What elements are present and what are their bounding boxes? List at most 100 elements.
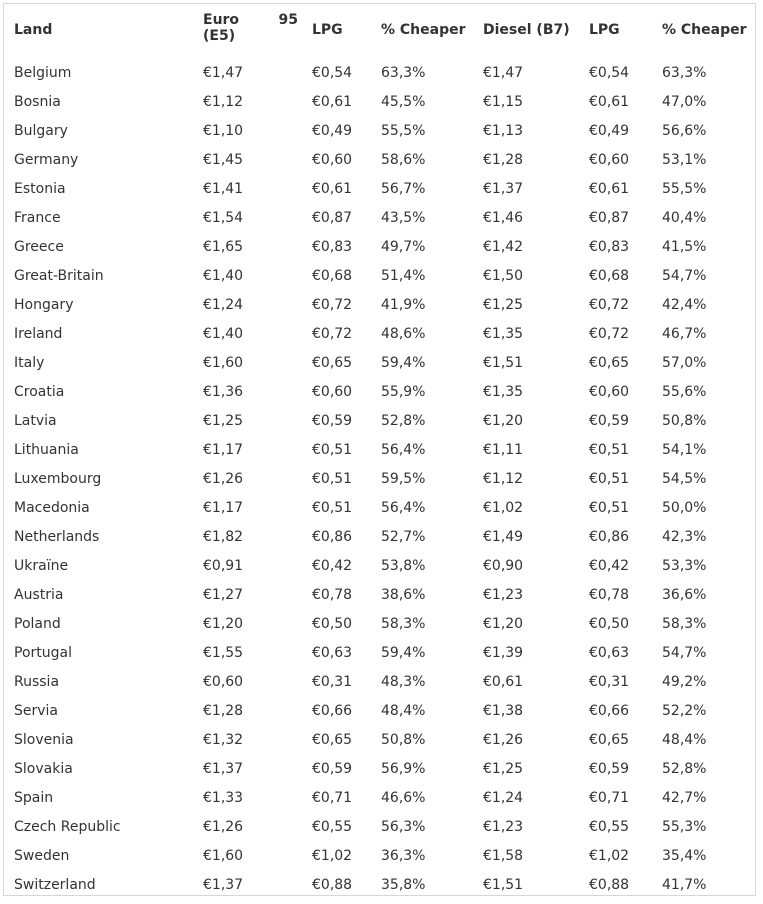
cell-euro95-price: €1,60 [203,354,244,371]
table-row: Germany €1,45 €0,60 58,6% €1,28 €0,60 53,1% [4,145,756,174]
cell-euro95-price: €0,60 [203,673,244,690]
cell-land: France [14,209,61,226]
cell-lpg-price-2: €0,54 [589,64,630,81]
cell-lpg-price-2: €0,72 [589,296,630,313]
cell-diesel-price: €1,50 [483,267,524,284]
cell-cheaper-pct-1: 52,8% [381,412,426,429]
fuel-price-table: Land Euro 95 (E5) LPG % Cheaper Diesel (… [4,4,756,899]
cell-euro95-price: €1,41 [203,180,244,197]
header-euro95-grade: (E5) [203,28,236,44]
cell-euro95-price: €1,40 [203,325,244,342]
cell-lpg-price-1: €0,71 [312,789,353,806]
cell-land: Switzerland [14,876,96,893]
cell-cheaper-pct-1: 36,3% [381,847,426,864]
cell-lpg-price-2: €0,51 [589,499,630,516]
table-row: Russia €0,60 €0,31 48,3% €0,61 €0,31 49,2% [4,667,756,696]
cell-diesel-price: €1,37 [483,180,524,197]
cell-land: Sweden [14,847,70,864]
cell-land: Estonia [14,180,66,197]
cell-euro95-price: €1,54 [203,209,244,226]
cell-euro95-price: €1,28 [203,702,244,719]
cell-euro95-price: €1,12 [203,93,244,110]
table-row: Sweden €1,60 €1,02 36,3% €1,58 €1,02 35,4% [4,841,756,870]
cell-lpg-price-2: €0,65 [589,354,630,371]
table-header: Land Euro 95 (E5) LPG % Cheaper Diesel (… [4,4,756,58]
table-row: Bosnia €1,12 €0,61 45,5% €1,15 €0,61 47,0% [4,87,756,116]
cell-cheaper-pct-2: 49,2% [662,673,707,690]
cell-land: Ukraïne [14,557,69,574]
cell-lpg-price-2: €0,60 [589,151,630,168]
table-row: Spain €1,33 €0,71 46,6% €1,24 €0,71 42,7% [4,783,756,812]
table-row: Ukraïne €0,91 €0,42 53,8% €0,90 €0,42 53,3% [4,551,756,580]
cell-land: Bosnia [14,93,61,110]
cell-lpg-price-2: €0,63 [589,644,630,661]
cell-cheaper-pct-2: 42,7% [662,789,707,806]
cell-cheaper-pct-2: 50,8% [662,412,707,429]
cell-cheaper-pct-2: 50,0% [662,499,707,516]
cell-cheaper-pct-1: 59,5% [381,470,426,487]
cell-land: Bulgary [14,122,68,139]
cell-land: Croatia [14,383,65,400]
header-euro95-word: Euro [203,12,240,28]
table-row: Greece €1,65 €0,83 49,7% €1,42 €0,83 41,5% [4,232,756,261]
cell-euro95-price: €1,25 [203,412,244,429]
cell-cheaper-pct-1: 63,3% [381,64,426,81]
cell-euro95-price: €1,26 [203,470,244,487]
table-row: Latvia €1,25 €0,59 52,8% €1,20 €0,59 50,8% [4,406,756,435]
cell-cheaper-pct-2: 41,7% [662,876,707,893]
cell-diesel-price: €1,35 [483,325,524,342]
cell-cheaper-pct-2: 55,6% [662,383,707,400]
cell-lpg-price-1: €0,88 [312,876,353,893]
header-euro95-number: 95 [278,12,298,28]
header-land: Land [14,22,53,38]
header-cheaper-2: % Cheaper [662,22,747,38]
cell-diesel-price: €1,13 [483,122,524,139]
cell-euro95-price: €1,17 [203,499,244,516]
cell-diesel-price: €1,23 [483,586,524,603]
cell-land: Luxembourg [14,470,102,487]
cell-land: Austria [14,586,64,603]
cell-land: Slovenia [14,731,74,748]
cell-cheaper-pct-1: 58,3% [381,615,426,632]
cell-diesel-price: €1,51 [483,354,524,371]
cell-lpg-price-1: €0,51 [312,499,353,516]
cell-cheaper-pct-2: 47,0% [662,93,707,110]
table-row: Netherlands €1,82 €0,86 52,7% €1,49 €0,86 42,3… [4,522,756,551]
cell-lpg-price-2: €0,49 [589,122,630,139]
cell-cheaper-pct-2: 53,1% [662,151,707,168]
table-row: Great-Britain €1,40 €0,68 51,4% €1,50 €0,68 54… [4,261,756,290]
cell-lpg-price-1: €0,31 [312,673,353,690]
cell-euro95-price: €1,33 [203,789,244,806]
cell-diesel-price: €1,39 [483,644,524,661]
cell-cheaper-pct-2: 52,8% [662,760,707,777]
cell-lpg-price-2: €0,68 [589,267,630,284]
cell-lpg-price-1: €0,66 [312,702,353,719]
cell-cheaper-pct-1: 35,8% [381,876,426,893]
cell-lpg-price-2: €0,87 [589,209,630,226]
cell-cheaper-pct-1: 48,3% [381,673,426,690]
cell-cheaper-pct-1: 56,4% [381,499,426,516]
cell-land: Great-Britain [14,267,104,284]
cell-lpg-price-1: €0,86 [312,528,353,545]
cell-lpg-price-1: €0,51 [312,470,353,487]
cell-land: Poland [14,615,61,632]
cell-euro95-price: €1,37 [203,876,244,893]
cell-lpg-price-1: €0,72 [312,296,353,313]
cell-cheaper-pct-1: 51,4% [381,267,426,284]
cell-lpg-price-2: €0,71 [589,789,630,806]
cell-cheaper-pct-2: 54,5% [662,470,707,487]
cell-land: Netherlands [14,528,100,545]
cell-euro95-price: €1,65 [203,238,244,255]
table-row: Poland €1,20 €0,50 58,3% €1,20 €0,50 58,3% [4,609,756,638]
cell-lpg-price-2: €0,88 [589,876,630,893]
cell-cheaper-pct-2: 35,4% [662,847,707,864]
table-row: Slovenia €1,32 €0,65 50,8% €1,26 €0,65 48,4% [4,725,756,754]
header-lpg-1: LPG [312,22,343,38]
cell-euro95-price: €1,20 [203,615,244,632]
cell-diesel-price: €1,49 [483,528,524,545]
cell-diesel-price: €1,58 [483,847,524,864]
cell-cheaper-pct-2: 52,2% [662,702,707,719]
cell-cheaper-pct-1: 48,4% [381,702,426,719]
cell-euro95-price: €1,45 [203,151,244,168]
table-row: Estonia €1,41 €0,61 56,7% €1,37 €0,61 55,5% [4,174,756,203]
